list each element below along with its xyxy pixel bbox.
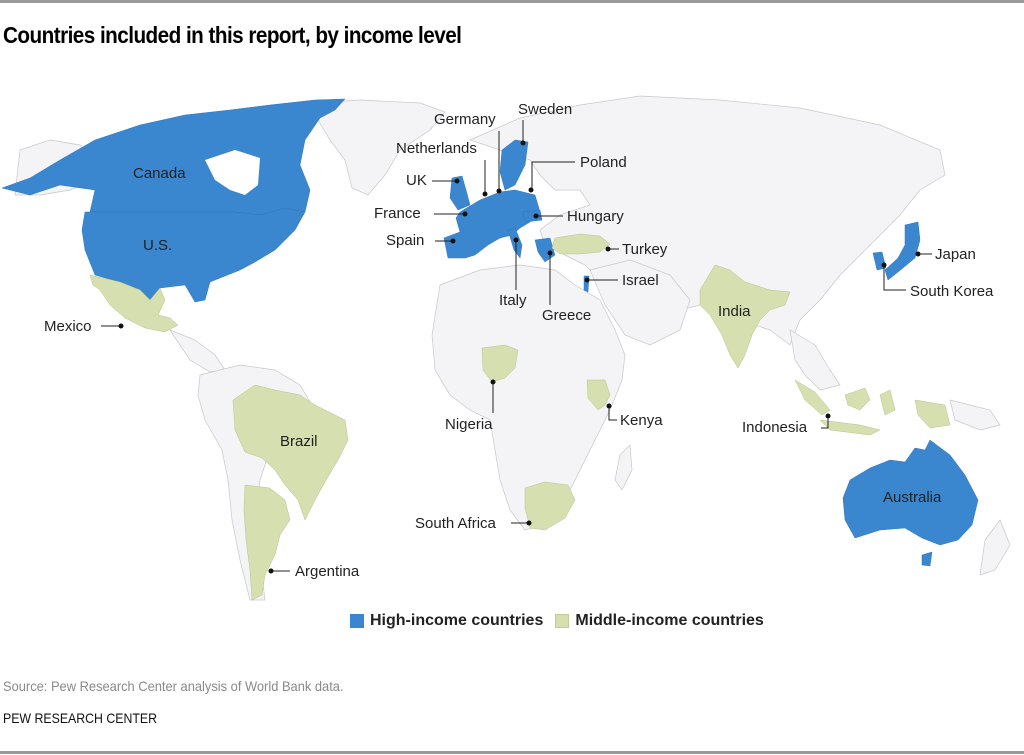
callout-south-korea: South Korea: [881, 262, 994, 300]
svg-text:UK: UK: [406, 172, 427, 189]
chart-title: Countries included in this report, by in…: [3, 22, 462, 48]
region-indonesia: [794, 379, 831, 416]
callout-spain: Spain: [386, 232, 456, 249]
region-argentina: [243, 484, 291, 601]
svg-text:South Africa: South Africa: [415, 515, 497, 532]
callout-hungary: Hungary: [533, 208, 624, 225]
svg-text:Indonesia: Indonesia: [742, 419, 808, 436]
callout-uk: UK: [406, 172, 460, 189]
region-australia: [842, 439, 979, 546]
callout-nigeria: Nigeria: [445, 379, 496, 433]
region-south-africa: [524, 481, 576, 531]
callout-poland: Poland: [528, 154, 627, 193]
svg-text:Mexico: Mexico: [44, 318, 92, 335]
callout-mexico: Mexico: [44, 318, 124, 335]
callout-greece: Greece: [542, 250, 591, 324]
legend: High-income countries Middle-income coun…: [350, 612, 776, 630]
svg-text:Japan: Japan: [935, 246, 976, 263]
svg-text:Hungary: Hungary: [567, 208, 624, 225]
legend-middle-label: Middle-income countries: [575, 612, 764, 629]
callout-sweden: Sweden: [518, 101, 572, 146]
svg-text:Kenya: Kenya: [620, 412, 663, 429]
callout-turkey: Turkey: [605, 241, 668, 258]
region-turkey: [551, 233, 611, 255]
top-rule: [0, 0, 1024, 3]
brand-footer: PEW RESEARCH CENTER: [3, 710, 158, 726]
high-income-regions: [1, 98, 979, 567]
region-india: [699, 264, 791, 369]
callout-germany: Germany: [434, 111, 502, 194]
svg-text:Poland: Poland: [580, 154, 627, 171]
region-canada: [1, 98, 346, 216]
label-canada: Canada: [133, 165, 186, 182]
callout-japan: Japan: [915, 246, 976, 263]
svg-text:Nigeria: Nigeria: [445, 416, 493, 433]
callout-israel: Israel: [584, 272, 659, 289]
region-uk: [449, 175, 471, 211]
high-income-swatch: [350, 614, 364, 628]
svg-text:Spain: Spain: [386, 232, 424, 249]
region-japan: [884, 221, 921, 281]
svg-text:France: France: [374, 205, 421, 222]
svg-text:Sweden: Sweden: [518, 101, 572, 118]
svg-text:Argentina: Argentina: [295, 563, 360, 580]
callout-italy: Italy: [499, 237, 527, 309]
svg-text:Italy: Italy: [499, 292, 527, 309]
label-india: India: [718, 303, 751, 320]
svg-text:Greece: Greece: [542, 307, 591, 324]
svg-text:South Korea: South Korea: [910, 283, 994, 300]
svg-text:Germany: Germany: [434, 111, 496, 128]
legend-high-label: High-income countries: [370, 612, 544, 629]
region-mexico: [89, 274, 179, 333]
svg-text:Israel: Israel: [622, 272, 659, 289]
region-italy: [507, 227, 523, 259]
region-kenya: [586, 379, 611, 411]
legend-item-high-income: High-income countries: [350, 612, 543, 630]
region-sweden: [499, 139, 529, 191]
callout-argentina: Argentina: [268, 563, 360, 580]
callout-france: France: [374, 205, 468, 222]
label-brazil: Brazil: [280, 433, 318, 450]
region-western-europe: [443, 189, 541, 259]
region-nigeria: [481, 344, 519, 383]
region-hungary: [522, 209, 543, 223]
callout-south-africa: South Africa: [415, 515, 532, 532]
region-brazil: [232, 384, 349, 521]
callout-kenya: Kenya: [606, 403, 663, 429]
legend-item-middle-income: Middle-income countries: [555, 612, 764, 630]
label-us: U.S.: [143, 237, 172, 254]
source-note: Source: Pew Research Center analysis of …: [3, 678, 344, 694]
callout-netherlands: Netherlands: [396, 140, 488, 197]
world-map: Canada U.S. Brazil India Australia Mexic…: [1, 95, 1011, 601]
callout-indonesia: Indonesia: [742, 413, 831, 436]
bottom-rule: [0, 751, 1024, 754]
middle-income-swatch: [555, 614, 570, 628]
svg-text:Turkey: Turkey: [622, 241, 668, 258]
region-us: [81, 207, 306, 303]
middle-income-regions: [89, 233, 951, 601]
svg-text:Netherlands: Netherlands: [396, 140, 477, 157]
label-australia: Australia: [883, 489, 942, 506]
